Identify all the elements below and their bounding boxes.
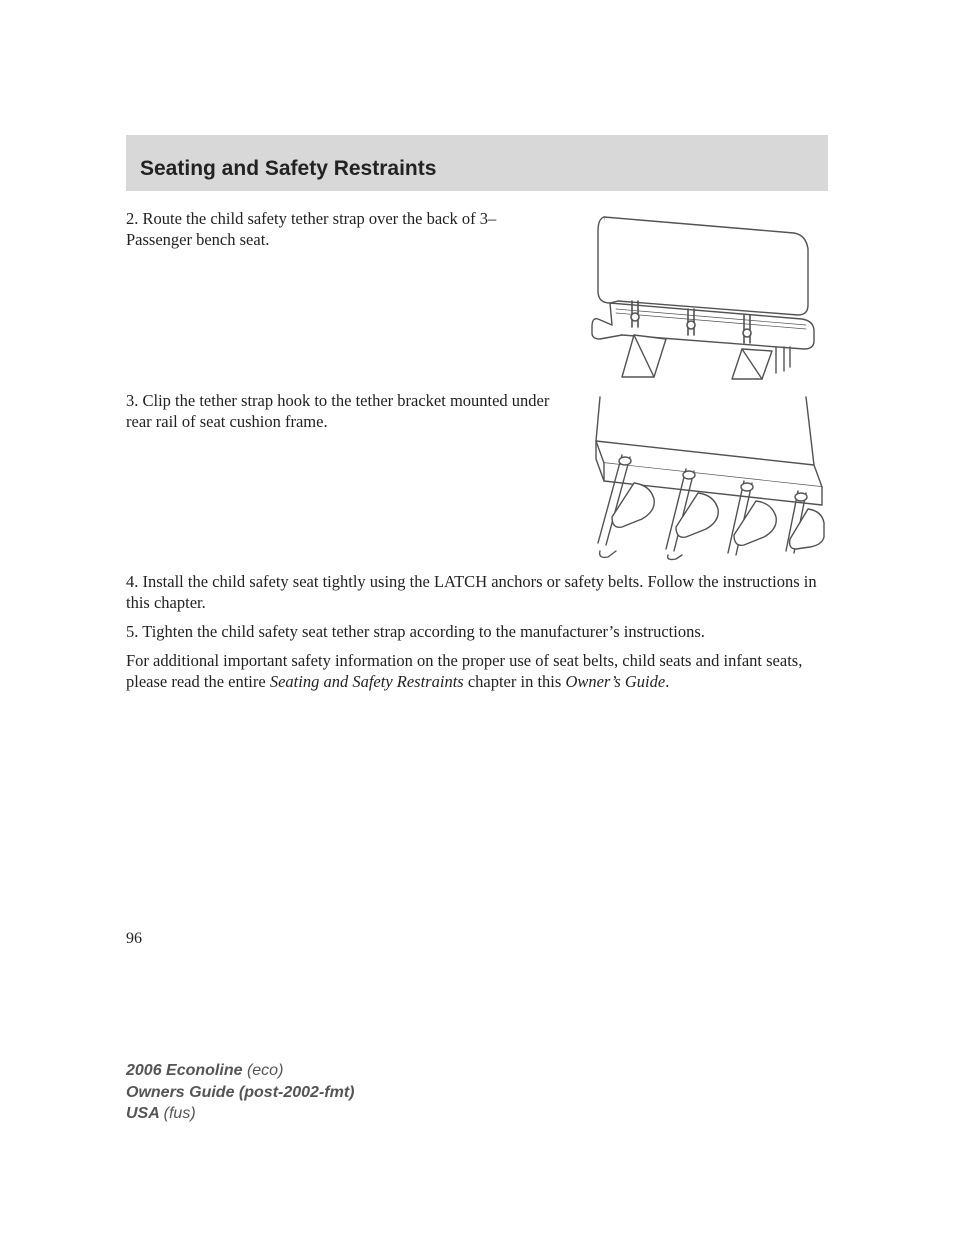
page-number: 96 [126,930,142,948]
footer-line-3: USA (fus) [126,1103,354,1125]
footer-region: USA [126,1105,164,1122]
footer-line-1: 2006 Econoline (eco) [126,1060,354,1082]
footer-model: 2006 Econoline [126,1062,247,1079]
bench-seat-icon [576,209,828,381]
footer-region-code: (fus) [164,1105,196,1122]
step-5-text: 5. Tighten the child safety seat tether … [126,621,828,642]
closing-post: . [665,672,669,691]
closing-ital-2: Owner’s Guide [565,672,665,691]
step-3-row: 3. Clip the tether strap hook to the tet… [126,391,828,561]
tether-bracket-icon [576,391,828,561]
footer-block: 2006 Econoline (eco) Owners Guide (post-… [126,1060,354,1125]
footer-line-2: Owners Guide (post-2002-fmt) [126,1082,354,1104]
page: Seating and Safety Restraints 2. Route t… [0,0,954,1235]
figure-tether-bracket [576,391,828,561]
closing-paragraph: For additional important safety informat… [126,650,828,692]
closing-ital-1: Seating and Safety Restraints [270,672,464,691]
step-3-text: 3. Clip the tether strap hook to the tet… [126,391,558,432]
closing-mid: chapter in this [464,672,566,691]
step-4-text: 4. Install the child safety seat tightly… [126,571,828,613]
step-2-row: 2. Route the child safety tether strap o… [126,209,828,381]
footer-model-code: (eco) [247,1062,283,1079]
section-header-bar: Seating and Safety Restraints [126,135,828,191]
section-title: Seating and Safety Restraints [140,157,814,181]
step-2-text: 2. Route the child safety tether strap o… [126,209,558,250]
figure-bench-seat [576,209,828,381]
